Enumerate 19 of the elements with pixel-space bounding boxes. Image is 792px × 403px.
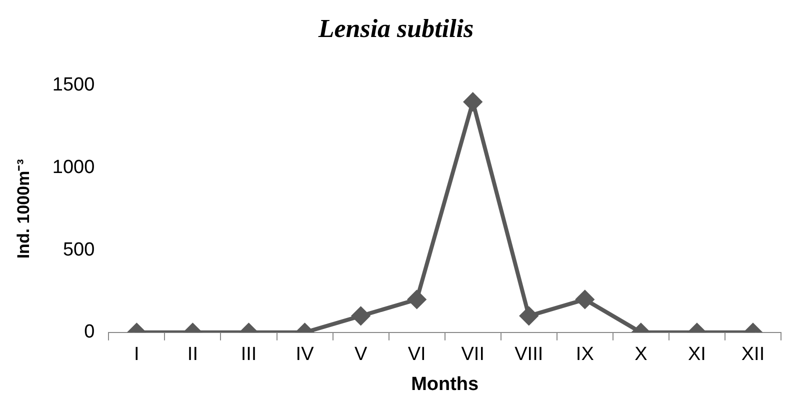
y-tick-label: 1500 xyxy=(52,74,95,96)
x-tick-label: V xyxy=(354,344,368,366)
x-tick-label: III xyxy=(240,344,257,366)
chart-title: Lensia subtilis xyxy=(317,14,475,44)
x-tick-label: X xyxy=(634,344,648,366)
y-tick-label: 1000 xyxy=(52,156,95,178)
x-tick-label: IX xyxy=(576,344,594,366)
y-tick-label: 0 xyxy=(84,322,95,343)
x-tick-label: XI xyxy=(688,344,706,366)
x-tick-label: VII xyxy=(461,344,484,366)
x-tick-label: II xyxy=(187,344,198,366)
x-tick-label: XII xyxy=(741,344,765,366)
x-tick-label: VIII xyxy=(514,344,544,366)
x-tick-label: I xyxy=(134,344,140,366)
x-tick-label: VI xyxy=(408,344,426,366)
x-tick-label: IV xyxy=(296,344,314,366)
x-axis-title: Months xyxy=(411,374,479,395)
y-tick-label: 500 xyxy=(62,239,95,260)
y-axis-title: Ind. 1000m⁻³ xyxy=(14,158,33,259)
